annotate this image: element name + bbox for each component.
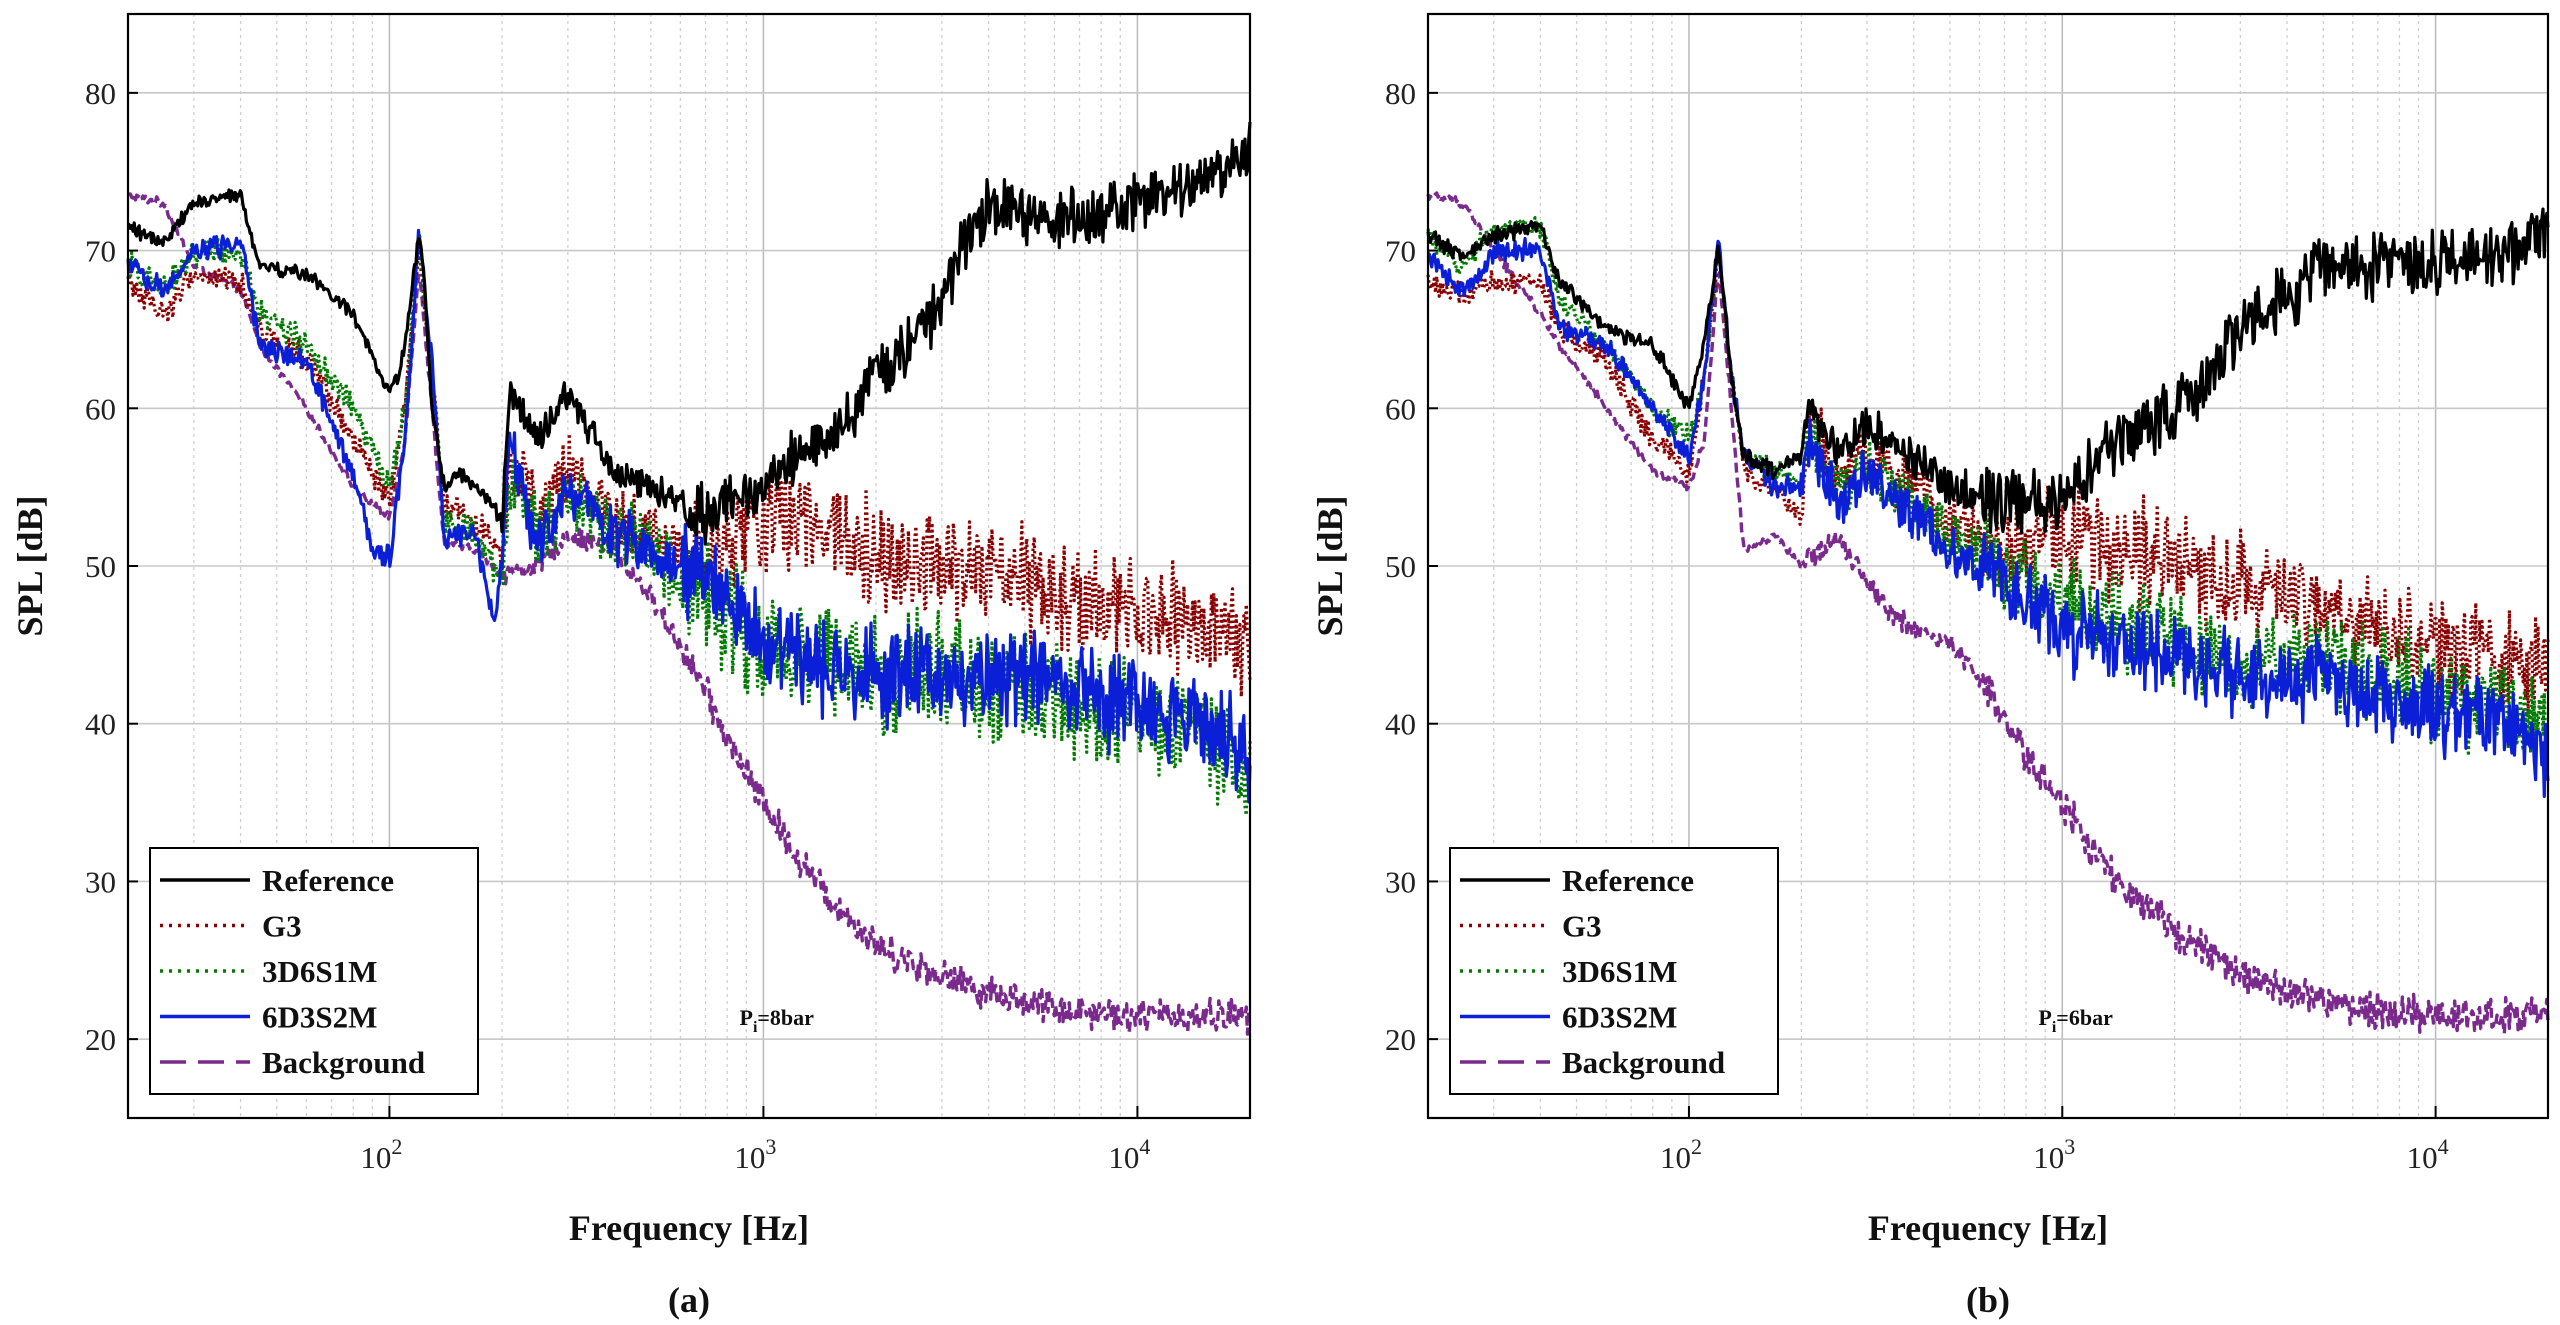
legend-label-reference: Reference bbox=[1562, 863, 1694, 898]
series-line-reference bbox=[126, 121, 1252, 546]
x-axis-label: Frequency [Hz] bbox=[569, 1208, 809, 1248]
y-axis-label: SPL [dB] bbox=[10, 495, 50, 636]
series-line-background bbox=[127, 192, 1252, 1036]
legend-label-d6s2m: 6D3S2M bbox=[262, 1000, 377, 1035]
y-tick-label: 50 bbox=[1385, 549, 1416, 584]
legend-box bbox=[1449, 847, 1779, 1095]
y-tick-label: 70 bbox=[1385, 234, 1416, 269]
x-tick-label: 103 bbox=[734, 1134, 776, 1175]
x-axis-label: Frequency [Hz] bbox=[1868, 1208, 2108, 1248]
x-tick-label: 102 bbox=[360, 1134, 402, 1175]
legend-label-g3: G3 bbox=[1562, 909, 1602, 944]
legend-label-d3s1m: 3D6S1M bbox=[1562, 954, 1677, 989]
x-tick-label: 103 bbox=[2033, 1134, 2075, 1175]
legend-label-background: Background bbox=[1562, 1045, 1725, 1080]
panel-label: (a) bbox=[668, 1280, 710, 1320]
legend-label-background: Background bbox=[262, 1045, 425, 1080]
y-tick-label: 80 bbox=[1385, 76, 1416, 111]
series-lines bbox=[126, 121, 1252, 1036]
series-line-background bbox=[1426, 191, 2550, 1036]
y-axis-label: SPL [dB] bbox=[1310, 495, 1350, 636]
x-tick-label: 104 bbox=[2407, 1134, 2449, 1175]
chart-panel-b: 20 30 40 50 60 70 80 102 103 104 Frequency [Hz] SPL… bbox=[1310, 12, 2550, 1320]
series-line-d6s2m bbox=[126, 228, 1252, 804]
y-tick-label: 80 bbox=[85, 76, 116, 111]
y-tick-label: 40 bbox=[1385, 707, 1416, 742]
series-line-d6s2m bbox=[1427, 236, 2550, 798]
x-tick-label: 104 bbox=[1108, 1134, 1150, 1175]
chart-panel-a: 20 30 40 50 60 70 80 102 103 104 Frequency [Hz] SPL… bbox=[10, 12, 1252, 1320]
pressure-annotation: Pi=8bar bbox=[739, 1005, 814, 1036]
y-tick-label: 20 bbox=[1385, 1022, 1416, 1057]
legend-label-d6s2m: 6D3S2M bbox=[1562, 1000, 1677, 1035]
y-tick-label: 50 bbox=[85, 549, 116, 584]
legend-label-g3: G3 bbox=[262, 909, 302, 944]
legend-box bbox=[149, 847, 479, 1095]
legend-label-d3s1m: 3D6S1M bbox=[262, 954, 377, 989]
y-tick-label: 30 bbox=[1385, 864, 1416, 899]
series-line-d3s1m bbox=[126, 234, 1252, 817]
y-tick-label: 60 bbox=[1385, 391, 1416, 426]
series-lines bbox=[1426, 191, 2550, 1036]
y-tick-label: 20 bbox=[85, 1022, 116, 1057]
legend: Reference G3 3D6S1M 6D3S2M Background bbox=[149, 847, 479, 1095]
y-tick-label: 70 bbox=[85, 234, 116, 269]
series-line-reference bbox=[1426, 207, 2550, 535]
y-tick-label: 40 bbox=[85, 707, 116, 742]
y-tick-label: 60 bbox=[85, 391, 116, 426]
panel-label: (b) bbox=[1966, 1280, 2010, 1320]
x-tick-label: 102 bbox=[1660, 1134, 1702, 1175]
y-tick-label: 30 bbox=[85, 864, 116, 899]
legend-label-reference: Reference bbox=[262, 863, 394, 898]
pressure-annotation: Pi=6bar bbox=[2038, 1005, 2113, 1036]
legend: Reference G3 3D6S1M 6D3S2M Background bbox=[1449, 847, 1779, 1095]
